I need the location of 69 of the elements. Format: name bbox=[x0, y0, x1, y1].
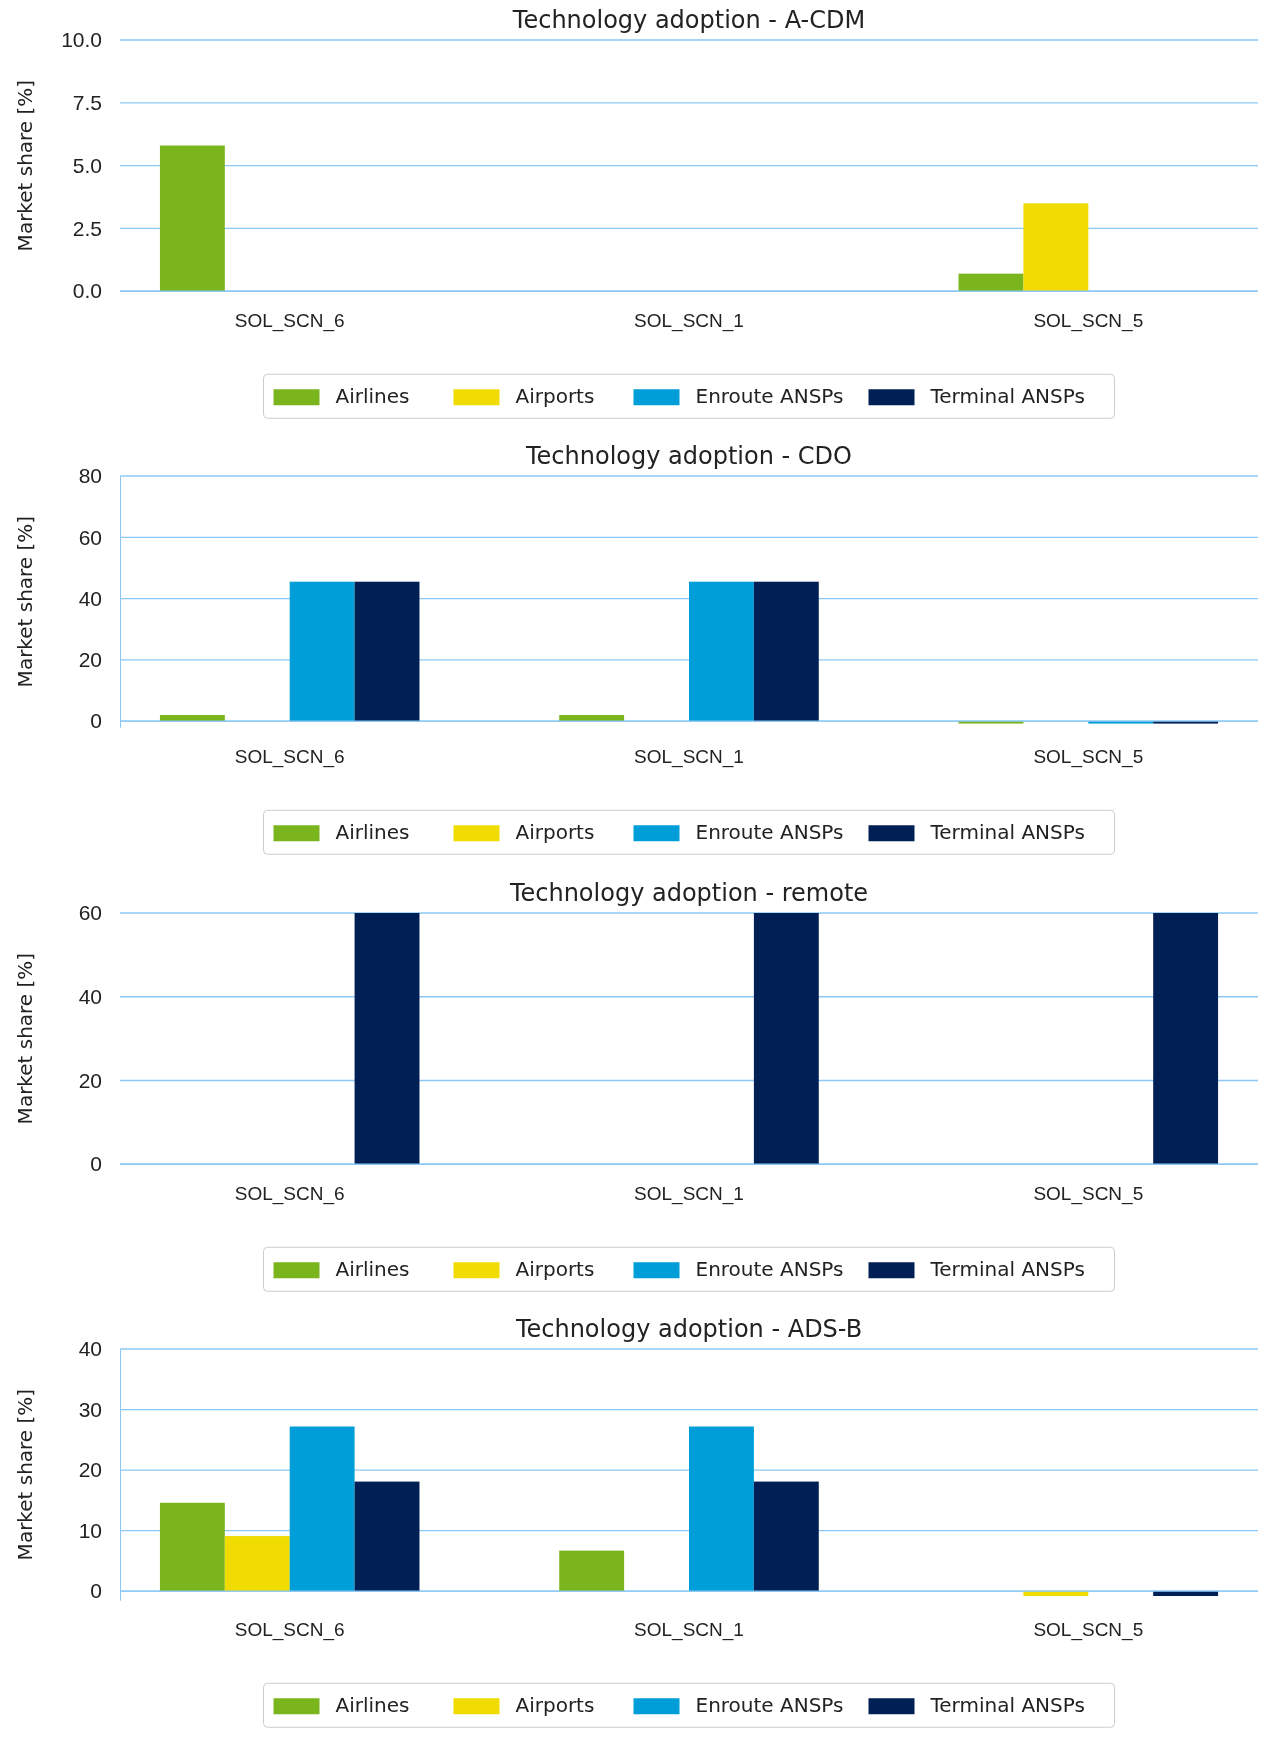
bar bbox=[559, 1550, 625, 1591]
bar bbox=[753, 581, 819, 722]
x-tick-label: SOL_SCN_5 bbox=[1033, 309, 1144, 332]
x-tick-label: SOL_SCN_6 bbox=[234, 1618, 345, 1641]
y-tick-label: 7.5 bbox=[72, 91, 102, 115]
x-tick-label: SOL_SCN_5 bbox=[1033, 1618, 1144, 1641]
legend-label: Terminal ANSPs bbox=[929, 384, 1085, 409]
x-tick-label: SOL_SCN_6 bbox=[234, 1182, 345, 1205]
bar bbox=[159, 145, 225, 292]
bar bbox=[159, 1502, 225, 1591]
x-tick-label: SOL_SCN_1 bbox=[634, 1618, 744, 1641]
legend-label: Airlines bbox=[335, 384, 410, 409]
y-tick-label: 80 bbox=[78, 464, 102, 488]
legend-label: Airports bbox=[515, 1256, 595, 1281]
bar bbox=[354, 1481, 420, 1591]
legend-label: Airlines bbox=[335, 1693, 410, 1717]
x-tick-label: SOL_SCN_1 bbox=[634, 1182, 744, 1205]
legend-label: Terminal ANSPs bbox=[929, 820, 1085, 845]
y-tick-label: 40 bbox=[78, 984, 102, 1008]
x-tick-label: SOL_SCN_6 bbox=[234, 309, 345, 332]
legend-label: Enroute ANSPs bbox=[695, 820, 844, 845]
y-tick-label: 2.5 bbox=[72, 216, 102, 240]
y-axis-title: Market share [%] bbox=[13, 79, 37, 252]
y-tick-label: 10 bbox=[78, 1518, 102, 1542]
y-tick-label: 0 bbox=[90, 1151, 102, 1175]
y-axis-title: Market share [%] bbox=[13, 516, 37, 688]
y-tick-label: 40 bbox=[78, 1336, 102, 1360]
legend-label: Enroute ANSPs bbox=[695, 1693, 844, 1717]
y-tick-label: 0 bbox=[90, 1579, 102, 1603]
y-axis-title: Market share [%] bbox=[13, 952, 37, 1124]
y-tick-label: 10.0 bbox=[61, 28, 102, 52]
chart-title: Technology adoption - ADS-B bbox=[514, 1314, 863, 1343]
legend-label: Enroute ANSPs bbox=[695, 384, 844, 409]
bar bbox=[689, 1426, 754, 1591]
chart-title: Technology adoption - CDO bbox=[525, 442, 852, 471]
y-tick-label: 5.0 bbox=[72, 153, 102, 177]
y-tick-label: 30 bbox=[78, 1397, 102, 1421]
y-tick-label: 0 bbox=[90, 709, 102, 733]
bar bbox=[1023, 203, 1089, 292]
x-tick-label: SOL_SCN_6 bbox=[234, 745, 345, 768]
chart-title: Technology adoption - remote bbox=[508, 878, 869, 907]
x-tick-label: SOL_SCN_1 bbox=[634, 745, 744, 768]
legend-label: Airports bbox=[515, 384, 595, 409]
bar bbox=[224, 1535, 290, 1591]
legend-label: Terminal ANSPs bbox=[929, 1693, 1085, 1717]
y-tick-label: 60 bbox=[78, 525, 102, 549]
chart-title: Technology adoption - A-CDM bbox=[511, 6, 866, 34]
x-tick-label: SOL_SCN_5 bbox=[1033, 745, 1144, 768]
legend-label: Airports bbox=[515, 820, 595, 845]
bar bbox=[289, 581, 355, 722]
x-tick-label: SOL_SCN_5 bbox=[1033, 1182, 1144, 1205]
y-tick-label: 0.0 bbox=[72, 279, 102, 303]
bar bbox=[289, 1426, 355, 1591]
y-axis-title: Market share [%] bbox=[13, 1388, 37, 1561]
y-tick-label: 20 bbox=[78, 1458, 102, 1482]
legend-label: Airlines bbox=[335, 820, 410, 845]
y-tick-label: 60 bbox=[78, 900, 102, 924]
bar bbox=[958, 273, 1024, 292]
y-tick-label: 20 bbox=[78, 648, 102, 672]
bar bbox=[354, 581, 420, 722]
y-tick-label: 20 bbox=[78, 1068, 102, 1092]
legend-label: Enroute ANSPs bbox=[695, 1256, 844, 1281]
legend-label: Airlines bbox=[335, 1256, 410, 1281]
bar bbox=[753, 1481, 819, 1591]
x-tick-label: SOL_SCN_1 bbox=[634, 309, 744, 332]
legend-label: Airports bbox=[515, 1693, 595, 1717]
y-tick-label: 40 bbox=[78, 587, 102, 611]
bar bbox=[689, 581, 754, 722]
legend-label: Terminal ANSPs bbox=[929, 1256, 1085, 1281]
